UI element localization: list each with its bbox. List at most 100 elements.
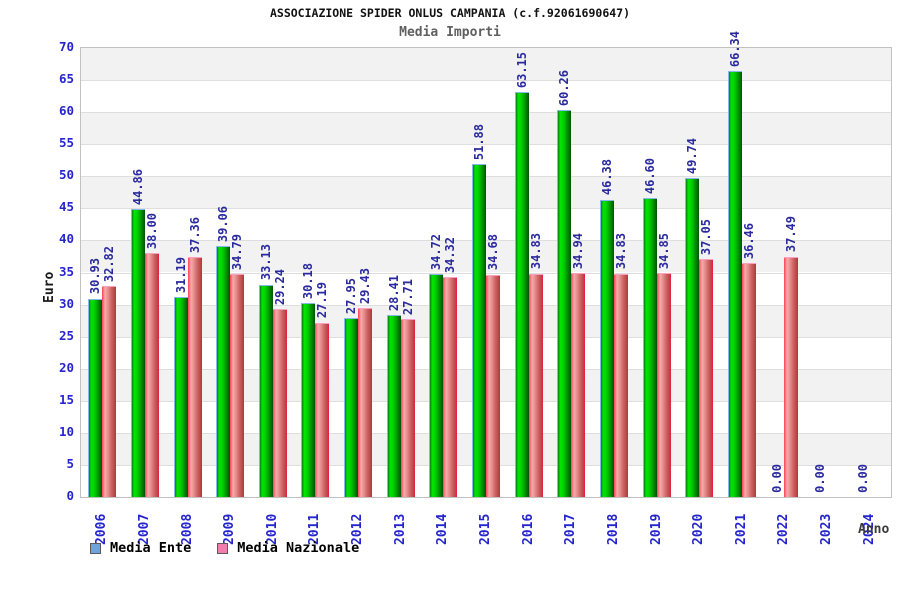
bar-media-nazionale-2018 [613, 273, 628, 497]
x-tick-label-2011: 2011 [307, 513, 323, 545]
value-label-media-nazionale-2019: 34.85 [656, 233, 671, 270]
value-label-media-nazionale-2008: 37.36 [187, 217, 202, 254]
y-tick-label: 10 [58, 423, 74, 439]
bar-media-nazionale-2015 [486, 274, 500, 497]
x-tick-label-2008: 2008 [179, 513, 195, 545]
value-label-media-nazionale-2018: 34.83 [613, 233, 628, 270]
bar-media-ente-2007 [130, 209, 145, 497]
plot-band [81, 240, 891, 273]
gridline [81, 272, 891, 274]
x-tick-label-2021: 2021 [733, 513, 749, 545]
bar-media-nazionale-2014 [443, 276, 458, 497]
bar-media-ente-2015 [472, 164, 486, 497]
x-tick-label-2009: 2009 [222, 513, 238, 545]
bar-media-nazionale-2020 [699, 259, 714, 497]
legend-item-media-nazionale: Media Nazionale [217, 540, 359, 556]
value-label-media-ente-2024: 0.00 [855, 464, 870, 493]
y-tick-label: 60 [58, 103, 74, 119]
value-label-media-ente-2016: 63.15 [514, 51, 529, 88]
x-tick-label-2006: 2006 [94, 513, 110, 545]
value-label-media-nazionale-2012: 29.43 [358, 268, 373, 305]
x-tick-label-2023: 2023 [819, 513, 835, 545]
plot-band [81, 144, 891, 177]
x-tick-label-2020: 2020 [691, 513, 707, 545]
bar-media-ente-2008 [173, 296, 188, 497]
legend-label-media-nazionale: Media Nazionale [237, 540, 360, 556]
y-tick-label: 35 [58, 263, 74, 279]
bar-media-ente-2006 [88, 298, 103, 497]
value-label-media-ente-2018: 46.38 [599, 159, 614, 196]
y-tick-label: 30 [58, 295, 74, 311]
gridline [81, 176, 891, 178]
bar-media-nazionale-2010 [272, 309, 287, 497]
x-tick-label-2013: 2013 [392, 513, 408, 545]
value-label-media-ente-2015: 51.88 [472, 124, 486, 161]
plot-band [81, 208, 891, 241]
x-tick-label-2019: 2019 [648, 513, 664, 545]
value-label-media-nazionale-2006: 32.82 [102, 246, 117, 283]
value-label-media-ente-2017: 60.26 [557, 70, 572, 107]
value-label-media-nazionale-2021: 36.46 [741, 223, 756, 260]
value-label-media-nazionale-2011: 27.19 [315, 282, 330, 319]
bar-media-nazionale-2012 [358, 308, 373, 497]
gridline [81, 112, 891, 114]
value-label-media-nazionale-2009: 34.79 [230, 233, 245, 270]
bar-media-nazionale-2009 [230, 273, 245, 497]
bar-media-nazionale-2017 [571, 272, 586, 497]
value-label-media-nazionale-2020: 37.05 [699, 219, 714, 256]
bar-media-nazionale-2008 [187, 257, 202, 497]
x-tick-label-2007: 2007 [136, 513, 152, 545]
y-axis-title: Euro [42, 271, 57, 303]
bar-media-ente-2021 [727, 71, 742, 497]
value-label-media-ente-2008: 31.19 [173, 256, 188, 293]
gridline [81, 144, 891, 146]
bar-media-ente-2009 [216, 246, 231, 497]
y-tick-label: 55 [58, 135, 74, 151]
y-tick-label: 70 [58, 39, 74, 54]
value-label-media-nazionale-2022: 37.49 [784, 216, 799, 253]
bar-media-nazionale-2016 [528, 273, 543, 497]
bar-media-nazionale-2019 [656, 273, 671, 497]
plot-area: 30.93 32.82 44.86 38.00 31.19 37.36 39.06 34.79… [80, 31, 892, 498]
x-tick-label-2010: 2010 [264, 513, 280, 545]
y-tick-label: 50 [58, 167, 74, 183]
x-tick-label-2012: 2012 [350, 513, 366, 545]
y-tick-label: 25 [58, 327, 74, 343]
x-axis-title: Anno [858, 522, 890, 537]
plot-band [81, 176, 891, 209]
gridline [81, 80, 891, 82]
y-tick-label: 5 [66, 455, 74, 471]
y-tick-label: 45 [58, 199, 74, 215]
chart-subtitle: Media Importi [399, 25, 501, 40]
bar-media-ente-2011 [301, 303, 316, 497]
bar-media-ente-2018 [599, 199, 614, 497]
bar-media-ente-2014 [429, 274, 444, 497]
value-label-media-nazionale-2013: 27.71 [400, 279, 415, 316]
value-label-media-ente-2020: 49.74 [685, 137, 700, 174]
legend-item-media-ente: Media Ente [90, 540, 191, 556]
plot-band [81, 112, 891, 145]
bar-media-ente-2019 [642, 198, 657, 497]
bar-media-nazionale-2021 [741, 263, 756, 497]
chart-title: ASSOCIAZIONE SPIDER ONLUS CAMPANIA (c.f.… [269, 6, 631, 20]
value-label-media-nazionale-2007: 38.00 [144, 213, 159, 250]
x-tick-label-2014: 2014 [435, 513, 451, 545]
value-label-media-ente-2021: 66.34 [727, 31, 742, 68]
legend-swatch-media-ente-icon [90, 542, 101, 554]
bar-media-nazionale-2006 [102, 286, 117, 497]
legend: Media Ente Media Nazionale [90, 540, 359, 556]
value-label-media-nazionale-2010: 29.24 [272, 269, 287, 306]
x-tick-label-2017: 2017 [563, 513, 579, 545]
bar-media-ente-2012 [344, 317, 359, 497]
gridline [81, 208, 891, 210]
x-tick-label-2016: 2016 [520, 513, 536, 545]
x-tick-label-2018: 2018 [605, 513, 621, 545]
bar-media-nazionale-2022 [784, 256, 799, 497]
bar-media-ente-2020 [685, 177, 700, 497]
y-tick-label: 20 [58, 359, 74, 375]
value-label-media-ente-2022: 0.00 [770, 464, 785, 493]
bar-media-ente-2017 [557, 110, 572, 497]
bar-media-ente-2013 [386, 314, 401, 497]
gridline [81, 240, 891, 242]
